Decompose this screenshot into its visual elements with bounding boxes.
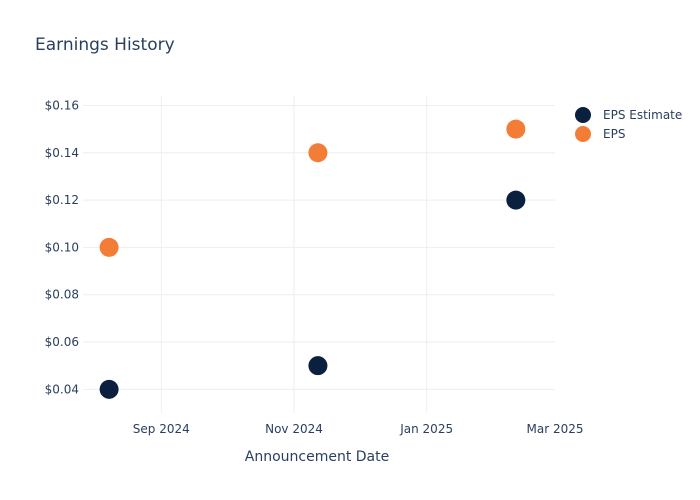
data-point	[308, 356, 328, 376]
y-tick-label: $0.10	[45, 240, 79, 254]
y-tick-label: $0.06	[45, 335, 79, 349]
y-tick-label: $0.14	[45, 146, 79, 160]
y-tick-label: $0.04	[45, 382, 79, 396]
legend-marker	[575, 107, 591, 123]
x-axis-title: Announcement Date	[245, 449, 389, 465]
x-axis: Sep 2024 Nov 2024 Jan 2025 Mar 2025	[133, 422, 584, 436]
data-point	[308, 143, 328, 163]
y-tick-label: $0.08	[45, 288, 79, 302]
x-tick-label: Nov 2024	[265, 422, 323, 436]
x-tick-label: Jan 2025	[399, 422, 453, 436]
data-point	[506, 190, 526, 210]
y-tick-label: $0.12	[45, 193, 79, 207]
data-point	[99, 237, 119, 257]
data-point	[506, 119, 526, 139]
legend-label: EPS	[603, 127, 625, 141]
data-point	[99, 379, 119, 399]
legend-label: EPS Estimate	[603, 108, 682, 122]
x-tick-label: Mar 2025	[527, 422, 584, 436]
y-tick-label: $0.16	[45, 98, 79, 112]
legend-marker	[575, 126, 591, 142]
plot-area	[99, 119, 526, 399]
chart-title: Earnings History	[35, 35, 175, 55]
legend: EPS Estimate EPS	[575, 107, 682, 142]
y-axis: $0.04 $0.06 $0.08 $0.10 $0.12 $0.14 $0.16	[45, 98, 79, 396]
x-tick-label: Sep 2024	[133, 422, 190, 436]
